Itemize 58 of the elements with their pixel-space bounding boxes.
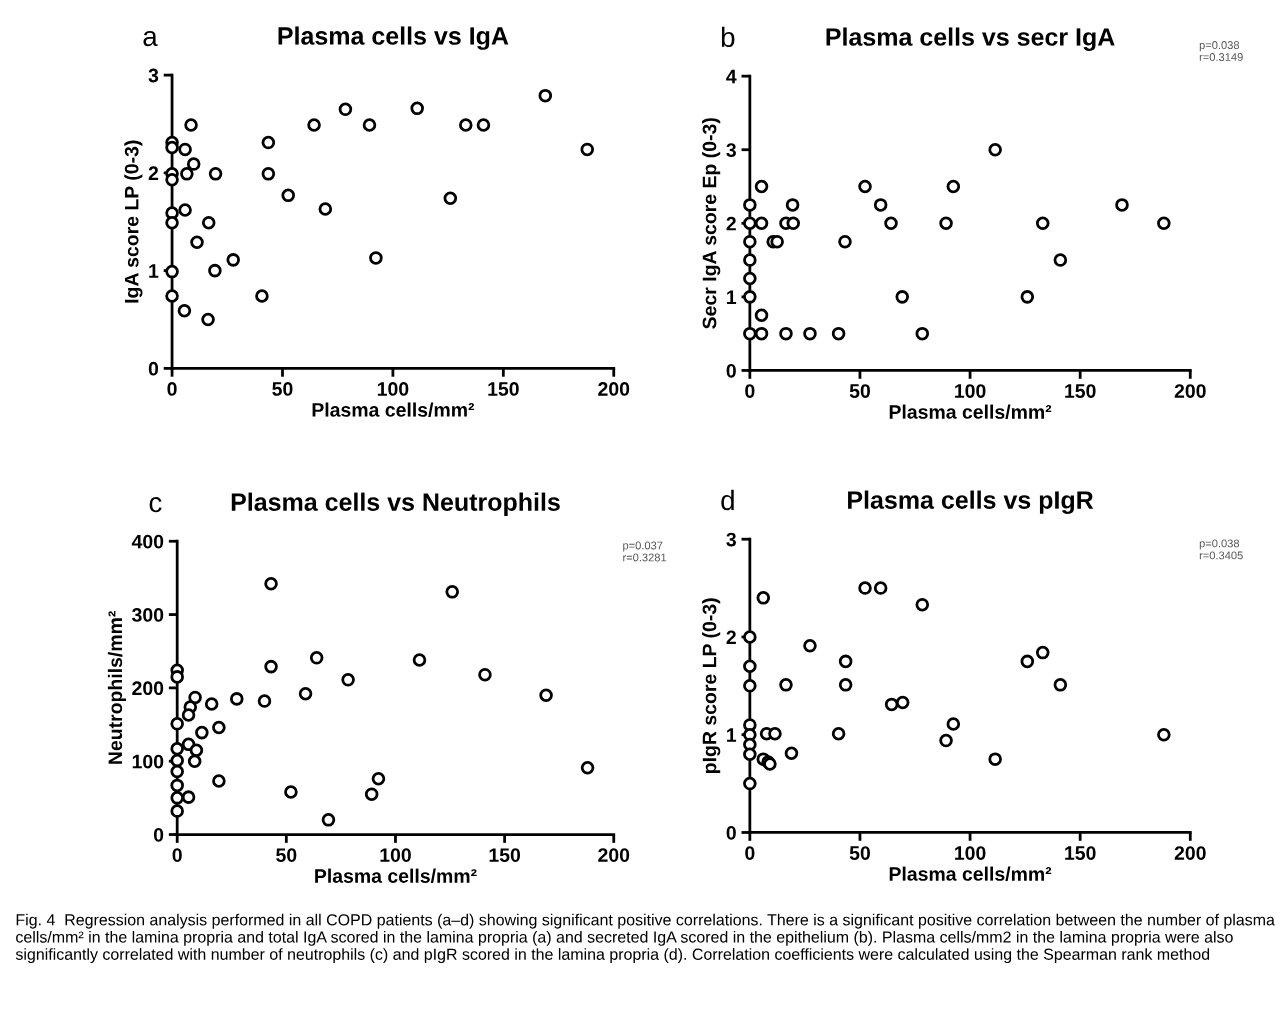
y-axis-title: Neutrophils/mm² xyxy=(107,611,126,764)
chart-title: Plasma cells vs Neutrophils xyxy=(231,492,560,516)
y-tick-label: 100 xyxy=(132,754,164,769)
x-tick-label: 200 xyxy=(1174,846,1206,860)
y-tick-label: 2 xyxy=(726,630,736,644)
x-tick-label: 100 xyxy=(955,384,986,398)
x-tick-label: 200 xyxy=(1174,384,1206,398)
y-tick-label: 0 xyxy=(153,827,164,842)
y-tick-label: 400 xyxy=(131,534,164,549)
x-tick-label: 200 xyxy=(598,848,630,862)
x-tick-label: 0 xyxy=(167,382,177,396)
y-tick-label: 2 xyxy=(726,216,736,231)
x-tick-label: 50 xyxy=(849,846,870,860)
y-tick-label: 1 xyxy=(149,264,159,278)
chart-title: Plasma cells vs secr IgA xyxy=(826,27,1115,51)
x-tick-label: 100 xyxy=(380,848,411,862)
y-axis-title: pIgR score LP (0-3) xyxy=(702,598,721,773)
x-tick-label: 0 xyxy=(745,846,755,860)
x-axis-title: Plasma cells/mm² xyxy=(312,402,475,417)
x-tick-label: 50 xyxy=(849,384,870,398)
y-axis-title: IgA score LP (0-3) xyxy=(124,140,143,303)
x-tick-label: 100 xyxy=(955,846,986,860)
x-tick-label: 150 xyxy=(489,848,521,862)
y-tick-label: 4 xyxy=(726,69,737,84)
x-axis-title: Plasma cells/mm² xyxy=(889,404,1052,420)
text: c xyxy=(149,497,162,513)
y-tick-label: 1 xyxy=(727,728,737,742)
y-tick-label: 200 xyxy=(132,681,164,696)
x-tick-label: 50 xyxy=(276,848,297,862)
x-tick-label: 50 xyxy=(272,382,293,396)
x-tick-label: 200 xyxy=(598,382,630,396)
text: d xyxy=(721,489,734,511)
text: a xyxy=(143,30,158,47)
x-tick-label: 100 xyxy=(377,382,409,396)
y-tick-label: 1 xyxy=(727,290,737,304)
x-axis-title: Plasma cells/mm² xyxy=(889,866,1052,882)
x-tick-label: 150 xyxy=(488,382,519,396)
x-tick-label: 0 xyxy=(745,384,755,398)
text: p=0.037 r=0.3281 xyxy=(623,541,667,562)
y-tick-label: 0 xyxy=(726,363,736,378)
text: b xyxy=(721,26,735,48)
x-axis-title: Plasma cells/mm² xyxy=(315,868,477,884)
y-tick-label: 0 xyxy=(726,825,736,840)
chart-title: Plasma cells vs pIgR xyxy=(848,490,1094,514)
y-tick-label: 300 xyxy=(132,608,164,622)
y-tick-label: 3 xyxy=(726,532,736,547)
x-tick-label: 0 xyxy=(172,848,182,862)
caption: Fig. 4 Regression analysis performed in all COPD patients (a–d) showing significant positive correlations. There is a significant positive correlation between the number of plasma cells/mm² in the lamina propria and total IgA scored in the lamina propria (a) and secreted IgA scored in the epithelium (b). Plasma cells/mm2 in the lamina propria were also significantly correlated with number of neutrophils (c) and pIgR scored in the lamina propria (d). Correlation coefficients were calculated using the Spearman rank method xyxy=(15,913,1275,964)
y-tick-label: 3 xyxy=(726,143,736,157)
y-tick-label: 3 xyxy=(148,68,159,83)
text: p=0.038 r=0.3405 xyxy=(1199,539,1243,560)
x-tick-label: 150 xyxy=(1065,846,1096,860)
chart-title: Plasma cells vs IgA xyxy=(278,26,509,50)
y-axis-title: Secr IgA score Ep (0-3) xyxy=(702,118,721,329)
x-tick-label: 150 xyxy=(1065,384,1096,398)
text: p=0.038 r=0.3149 xyxy=(1199,41,1243,61)
y-tick-label: 0 xyxy=(148,361,159,376)
y-tick-label: 2 xyxy=(148,166,159,180)
